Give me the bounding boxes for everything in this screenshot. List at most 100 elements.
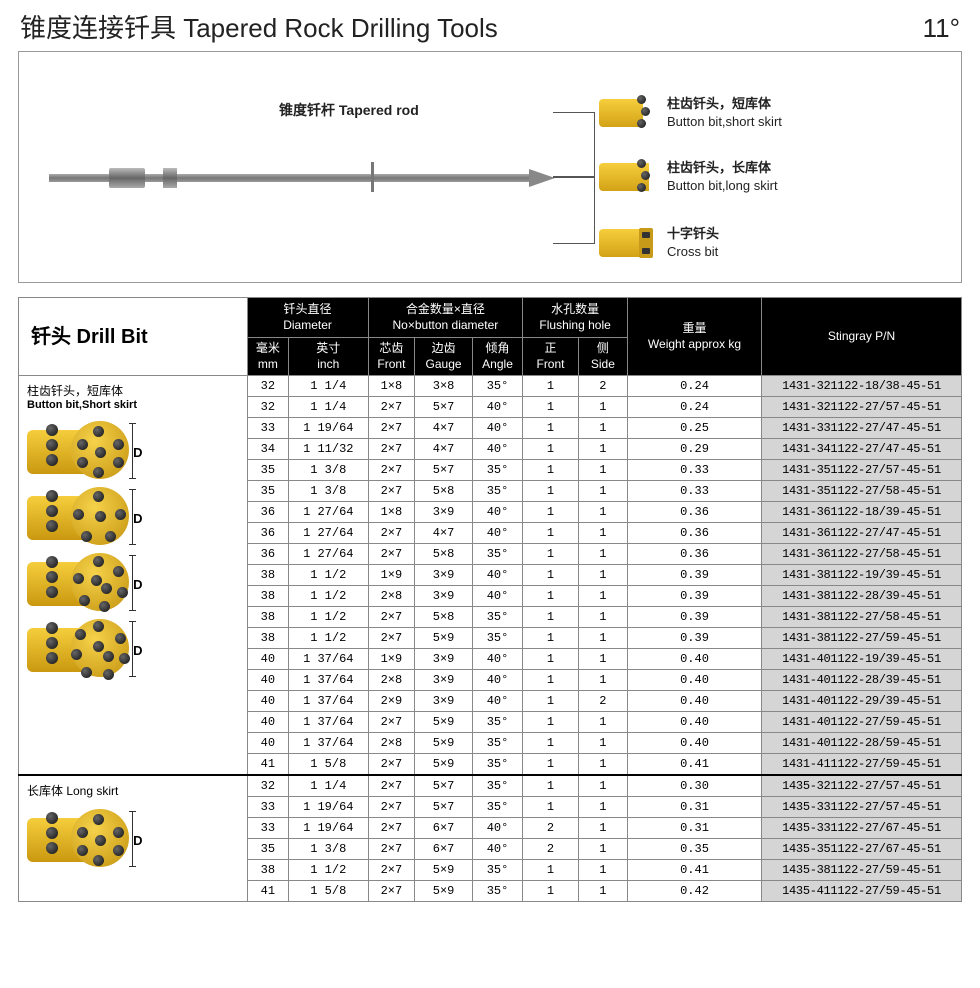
cell-front: 2×7 xyxy=(368,607,415,628)
cell-front: 2×7 xyxy=(368,460,415,481)
cell-fside: 1 xyxy=(578,523,627,544)
col-flush-side: 侧Side xyxy=(578,338,627,376)
cell-fside: 1 xyxy=(578,839,627,860)
cell-inch: 1 19/64 xyxy=(289,797,368,818)
cell-mm: 40 xyxy=(247,733,288,754)
table-body: 柱齿钎头，短库体 Button bit,Short skirt D D D D … xyxy=(19,376,962,902)
cell-fside: 1 xyxy=(578,860,627,881)
taper-angle: 11° xyxy=(923,13,960,44)
cell-fside: 1 xyxy=(578,670,627,691)
cell-pn: 1431-381122-27/58-45-51 xyxy=(762,607,962,628)
cell-weight: 0.24 xyxy=(628,397,762,418)
cell-angle: 35° xyxy=(472,628,522,649)
cell-weight: 0.39 xyxy=(628,607,762,628)
cell-front: 2×7 xyxy=(368,775,415,797)
cell-inch: 1 37/64 xyxy=(289,733,368,754)
cell-gauge: 4×7 xyxy=(415,439,473,460)
cell-fside: 1 xyxy=(578,649,627,670)
cell-pn: 1431-381122-19/39-45-51 xyxy=(762,565,962,586)
cell-ffront: 1 xyxy=(523,881,579,902)
cell-angle: 40° xyxy=(472,523,522,544)
cell-mm: 38 xyxy=(247,607,288,628)
cell-ffront: 1 xyxy=(523,797,579,818)
cell-pn: 1431-401122-28/39-45-51 xyxy=(762,670,962,691)
cell-mm: 36 xyxy=(247,544,288,565)
cell-pn: 1435-321122-27/57-45-51 xyxy=(762,775,962,797)
cell-pn: 1431-401122-19/39-45-51 xyxy=(762,649,962,670)
cell-pn: 1431-361122-27/47-45-51 xyxy=(762,523,962,544)
bit-label-short: 柱齿钎头，短库体 Button bit,short skirt xyxy=(667,95,782,130)
cell-angle: 35° xyxy=(472,797,522,818)
cell-weight: 0.25 xyxy=(628,418,762,439)
cell-inch: 1 27/64 xyxy=(289,523,368,544)
cell-pn: 1431-381122-27/59-45-51 xyxy=(762,628,962,649)
cell-mm: 33 xyxy=(247,797,288,818)
page-title: 锥度连接钎具 Tapered Rock Drilling Tools xyxy=(20,8,498,45)
cell-fside: 2 xyxy=(578,376,627,397)
col-weight: 重量Weight approx kg xyxy=(628,298,762,376)
cell-front: 2×7 xyxy=(368,712,415,733)
cell-angle: 35° xyxy=(472,481,522,502)
cell-pn: 1435-331122-27/67-45-51 xyxy=(762,818,962,839)
cell-mm: 38 xyxy=(247,628,288,649)
cell-inch: 1 19/64 xyxy=(289,818,368,839)
cell-ffront: 1 xyxy=(523,586,579,607)
cell-angle: 35° xyxy=(472,376,522,397)
cell-inch: 1 1/2 xyxy=(289,565,368,586)
cell-angle: 35° xyxy=(472,460,522,481)
cell-angle: 40° xyxy=(472,818,522,839)
cell-mm: 40 xyxy=(247,691,288,712)
cell-pn: 1435-351122-27/67-45-51 xyxy=(762,839,962,860)
cell-front: 2×7 xyxy=(368,418,415,439)
cell-angle: 40° xyxy=(472,502,522,523)
cell-ffront: 1 xyxy=(523,523,579,544)
cell-front: 2×8 xyxy=(368,670,415,691)
cell-weight: 0.41 xyxy=(628,860,762,881)
cell-inch: 1 3/8 xyxy=(289,481,368,502)
cell-ffront: 1 xyxy=(523,670,579,691)
cell-front: 2×7 xyxy=(368,397,415,418)
bit-option-long-skirt: 柱齿钎头，长库体 Button bit,long skirt xyxy=(599,156,778,198)
cell-weight: 0.29 xyxy=(628,439,762,460)
cell-front: 2×7 xyxy=(368,628,415,649)
cell-weight: 0.40 xyxy=(628,712,762,733)
cell-ffront: 1 xyxy=(523,649,579,670)
cell-pn: 1431-411122-27/59-45-51 xyxy=(762,754,962,776)
cell-fside: 1 xyxy=(578,481,627,502)
cell-pn: 1431-321122-27/57-45-51 xyxy=(762,397,962,418)
cell-fside: 1 xyxy=(578,418,627,439)
col-diameter: 钎头直径Diameter xyxy=(247,298,368,338)
cell-angle: 35° xyxy=(472,754,522,776)
assembly-diagram: 锥度钎杆 Tapered rod 柱齿钎头，短库体 Button bit,sho… xyxy=(18,51,962,283)
cell-ffront: 1 xyxy=(523,565,579,586)
cell-fside: 1 xyxy=(578,397,627,418)
cell-weight: 0.42 xyxy=(628,881,762,902)
col-gauge: 边齿Gauge xyxy=(415,338,473,376)
cell-gauge: 5×7 xyxy=(415,775,473,797)
cell-fside: 1 xyxy=(578,628,627,649)
cell-angle: 35° xyxy=(472,544,522,565)
cell-weight: 0.41 xyxy=(628,754,762,776)
cell-ffront: 1 xyxy=(523,754,579,776)
cell-inch: 1 5/8 xyxy=(289,881,368,902)
cell-gauge: 5×9 xyxy=(415,754,473,776)
cell-ffront: 1 xyxy=(523,502,579,523)
col-flush-front: 正Front xyxy=(523,338,579,376)
cell-fside: 1 xyxy=(578,460,627,481)
cell-ffront: 1 xyxy=(523,439,579,460)
cell-angle: 35° xyxy=(472,733,522,754)
cell-angle: 35° xyxy=(472,775,522,797)
cell-gauge: 5×8 xyxy=(415,481,473,502)
cell-fside: 1 xyxy=(578,797,627,818)
cell-front: 1×9 xyxy=(368,649,415,670)
cell-weight: 0.30 xyxy=(628,775,762,797)
cell-gauge: 4×7 xyxy=(415,523,473,544)
cell-pn: 1431-361122-18/39-45-51 xyxy=(762,502,962,523)
cell-fside: 1 xyxy=(578,712,627,733)
table-row: 柱齿钎头，短库体 Button bit,Short skirt D D D D … xyxy=(19,376,962,397)
cell-mm: 40 xyxy=(247,670,288,691)
cell-angle: 40° xyxy=(472,586,522,607)
spec-table: 钎头 Drill Bit 钎头直径Diameter 合金数量×直径No×butt… xyxy=(18,297,962,902)
cell-angle: 40° xyxy=(472,691,522,712)
cell-inch: 1 37/64 xyxy=(289,670,368,691)
